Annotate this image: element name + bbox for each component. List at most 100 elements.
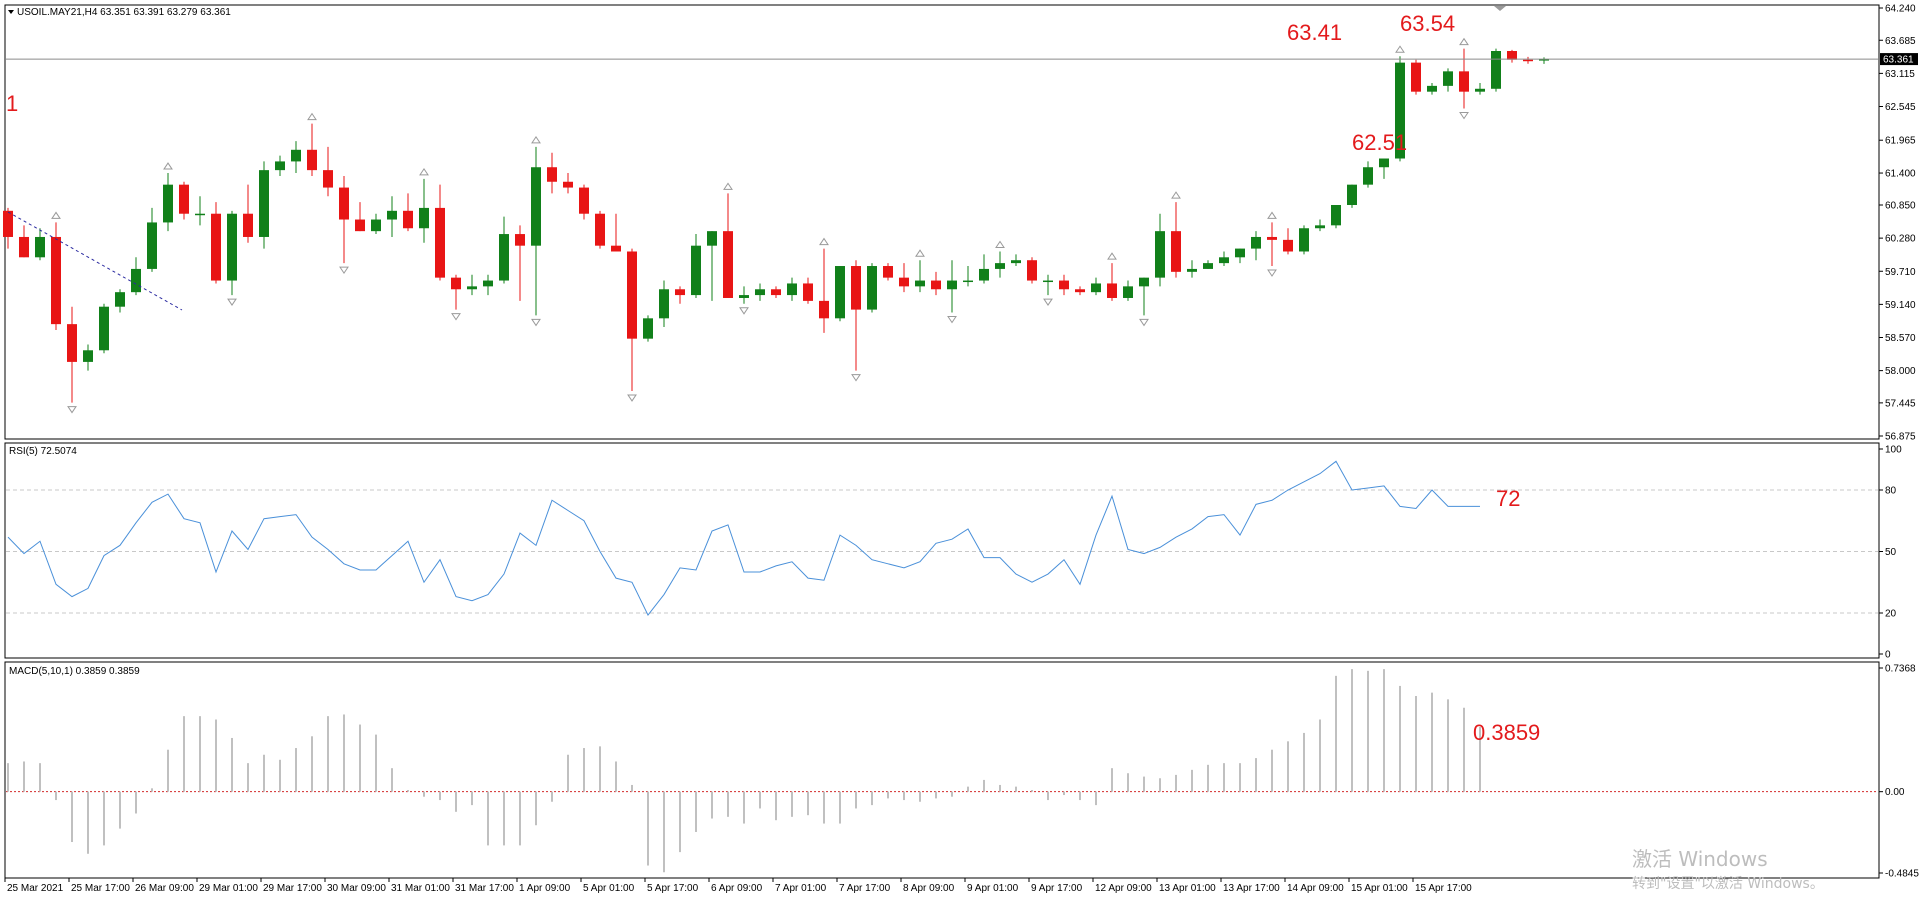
candle-body xyxy=(659,289,669,319)
fractal-down-icon xyxy=(739,307,749,315)
candle-body xyxy=(947,280,957,290)
candle-body xyxy=(371,219,381,232)
windows-watermark-subtitle: 转到"设置"以激活 Windows。 xyxy=(1632,875,1824,892)
candle-body xyxy=(1491,51,1501,89)
candle-body xyxy=(1043,280,1053,283)
candle-body xyxy=(1235,248,1245,258)
candle-body xyxy=(915,280,925,287)
candle-body xyxy=(1187,268,1197,272)
current-price-label: 63.361 xyxy=(1883,55,1914,66)
macd-tick-label: 0.00 xyxy=(1885,787,1905,798)
time-tick-label: 30 Mar 09:00 xyxy=(327,883,386,894)
price-tick-label: 57.445 xyxy=(1885,398,1916,409)
candle-body xyxy=(467,286,477,290)
candle-body xyxy=(995,263,1005,269)
fractal-up-icon xyxy=(995,240,1005,248)
candle-body xyxy=(931,280,941,290)
rsi-panel-title: RSI(5) 72.5074 xyxy=(9,446,77,457)
candle-body xyxy=(707,231,717,246)
time-tick-label: 13 Apr 17:00 xyxy=(1223,883,1280,894)
candle-body xyxy=(1411,62,1421,92)
time-tick-label: 12 Apr 09:00 xyxy=(1095,883,1152,894)
candle-body xyxy=(547,167,557,182)
candles-layer xyxy=(3,48,1549,403)
annotation-high-1: 63.41 xyxy=(1287,20,1342,45)
candle-body xyxy=(1347,184,1357,206)
candle-body xyxy=(1155,231,1165,278)
candle-body xyxy=(115,292,125,307)
time-tick-label: 29 Mar 01:00 xyxy=(199,883,258,894)
candle-body xyxy=(1363,167,1373,185)
candle-body xyxy=(1027,260,1037,281)
candle-body xyxy=(787,283,797,296)
candle-body xyxy=(835,266,845,319)
candle-body xyxy=(515,234,525,246)
rsi-tick-label: 0 xyxy=(1885,650,1891,661)
candle-body xyxy=(19,236,29,258)
candle-body xyxy=(819,300,829,319)
fractal-down-icon xyxy=(339,266,349,275)
fractal-up-icon xyxy=(163,162,173,170)
candle-body xyxy=(1011,260,1021,264)
rsi-annotation: 72 xyxy=(1496,486,1520,511)
time-tick-label: 7 Apr 17:00 xyxy=(839,883,891,894)
fractal-down-icon xyxy=(67,406,77,414)
dropdown-triangle-icon[interactable] xyxy=(8,10,14,14)
candle-body xyxy=(1459,71,1469,92)
fractal-up-icon xyxy=(51,211,61,219)
candle-body xyxy=(1219,257,1229,264)
rsi-panel[interactable] xyxy=(4,442,1880,659)
candle-body xyxy=(595,213,605,246)
candle-body xyxy=(355,219,365,232)
candle-body xyxy=(627,251,637,339)
annotation-low: 62.51 xyxy=(1352,130,1407,155)
candle-body xyxy=(723,231,733,298)
candle-body xyxy=(643,318,653,339)
time-tick-label: 6 Apr 09:00 xyxy=(711,883,763,894)
main-price-panel[interactable] xyxy=(4,4,1880,440)
candle-body xyxy=(51,236,61,325)
time-tick-label: 9 Apr 01:00 xyxy=(967,883,1019,894)
fractal-down-icon xyxy=(1267,269,1277,277)
candle-body xyxy=(1267,236,1277,240)
fractal-up-icon xyxy=(1171,191,1181,199)
fractal-down-icon xyxy=(947,316,957,324)
candle-body xyxy=(483,280,493,287)
rsi-tick-label: 20 xyxy=(1885,609,1897,620)
fractal-down-icon xyxy=(451,313,461,321)
time-tick-label: 25 Mar 2021 xyxy=(7,883,64,894)
time-tick-label: 15 Apr 01:00 xyxy=(1351,883,1408,894)
price-tick-label: 58.570 xyxy=(1885,333,1916,344)
price-tick-label: 61.965 xyxy=(1885,136,1916,147)
fractal-up-icon xyxy=(1267,211,1277,219)
chart-shift-marker-icon[interactable] xyxy=(1494,6,1506,11)
fractal-up-icon xyxy=(915,249,925,257)
candle-body xyxy=(1507,51,1517,60)
price-tick-label: 59.140 xyxy=(1885,300,1916,311)
candle-body xyxy=(675,289,685,296)
candle-body xyxy=(1443,71,1453,86)
fractal-up-icon xyxy=(1395,45,1405,53)
fractal-up-icon xyxy=(819,237,829,246)
candle-body xyxy=(179,184,189,214)
candle-body xyxy=(35,236,45,258)
fractal-down-icon xyxy=(1139,318,1149,327)
candle-body xyxy=(563,181,573,188)
annotation-high-2: 63.54 xyxy=(1400,11,1455,36)
rsi-line xyxy=(7,460,1480,616)
candle-body xyxy=(883,266,893,278)
time-tick-label: 14 Apr 09:00 xyxy=(1287,883,1344,894)
candle-body xyxy=(259,170,269,237)
candle-body xyxy=(1395,62,1405,159)
fractal-up-icon xyxy=(531,135,541,144)
fractal-up-icon xyxy=(1459,37,1469,46)
macd-panel[interactable] xyxy=(4,661,1880,879)
price-tick-label: 62.545 xyxy=(1885,102,1916,113)
fractal-down-icon xyxy=(1043,298,1053,306)
current-price-tag xyxy=(1880,53,1918,66)
macd-tick-label: -0.4845 xyxy=(1885,869,1919,880)
macd-annotation: 0.3859 xyxy=(1473,720,1540,745)
price-tick-label: 60.280 xyxy=(1885,234,1916,245)
candle-body xyxy=(403,210,413,229)
